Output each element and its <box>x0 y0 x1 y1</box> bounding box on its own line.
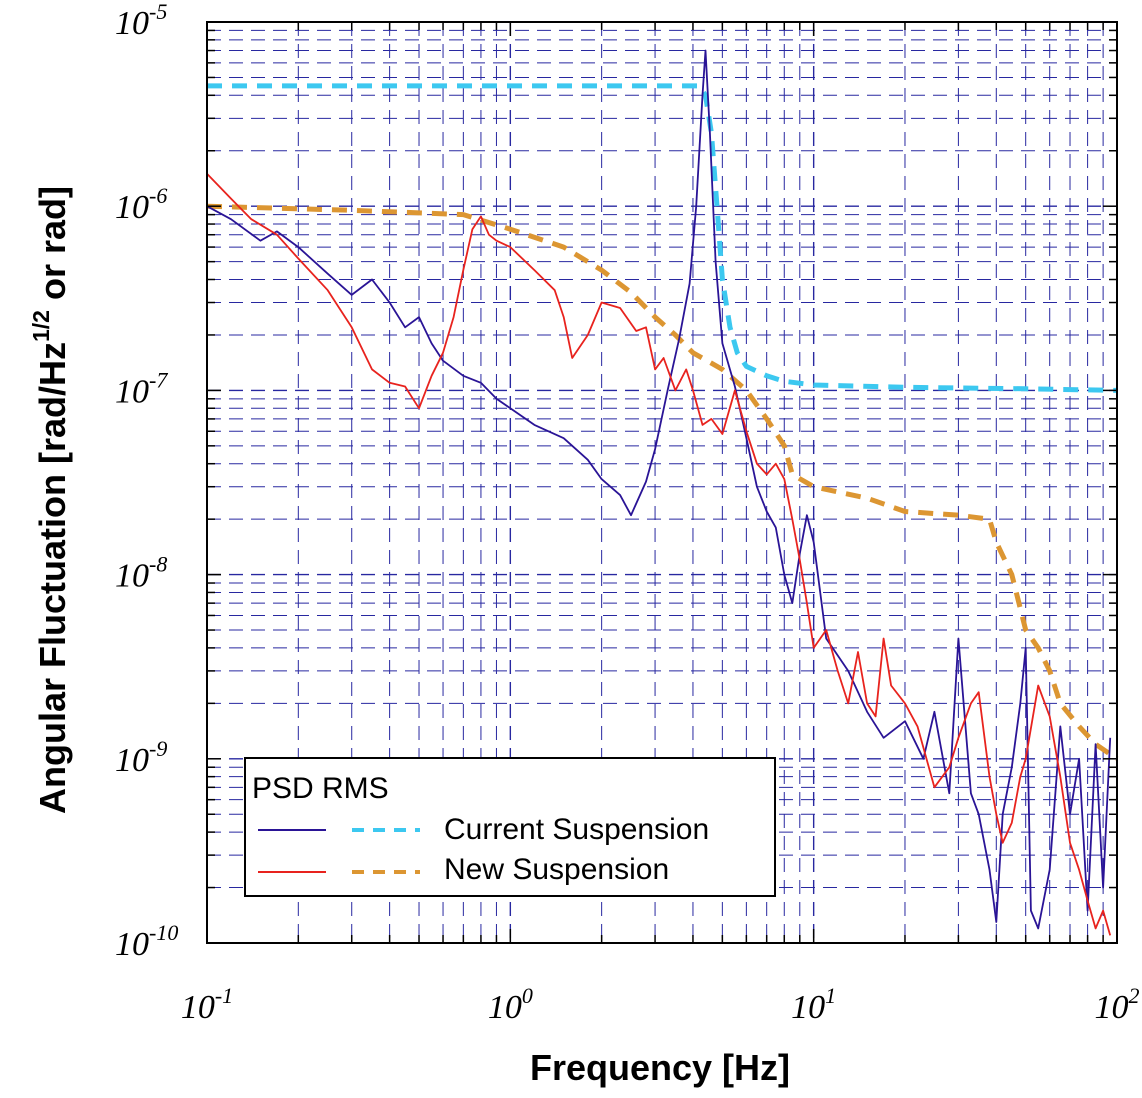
y-tick-label-base: 10 <box>115 742 149 779</box>
legend-header: PSD RMS <box>252 772 389 805</box>
y-axis-title-superscript: 1/2 <box>28 310 54 342</box>
x-tick-label-exponent: 0 <box>522 983 533 1008</box>
series-layer <box>206 49 1119 936</box>
x-tick-label-base: 10 <box>1095 989 1129 1026</box>
y-axis-title-main: Angular Fluctuation [rad/Hz <box>32 342 73 814</box>
legend: PSD RMS Current Suspension New Suspensio… <box>244 757 776 897</box>
legend-new-label: New Suspension <box>444 853 669 886</box>
x-tick-label-base: 10 <box>181 989 215 1026</box>
frame-layer <box>206 21 1118 944</box>
y-tick-label-base: 10 <box>115 373 149 410</box>
y-axis-title-suffix: or rad] <box>32 186 73 310</box>
y-tick-label: 10-10 <box>115 920 178 963</box>
x-tick-label: 10-1 <box>181 983 233 1026</box>
x-tick-label: 101 <box>791 983 836 1026</box>
x-axis-title: Frequency [Hz] <box>530 1047 790 1088</box>
y-tick-label-base: 10 <box>115 5 149 42</box>
y-tick-label: 10-6 <box>115 183 167 226</box>
y-tick-label-exponent: -9 <box>149 736 167 761</box>
minor-grid <box>207 22 1117 943</box>
legend-current-label: Current Suspension <box>444 813 709 846</box>
y-tick-label-exponent: -5 <box>149 0 167 24</box>
x-tick-label: 100 <box>488 983 533 1026</box>
y-tick-label-exponent: -10 <box>149 920 178 945</box>
x-tick-label-exponent: -1 <box>215 983 233 1008</box>
x-tick-label-exponent: 2 <box>1129 983 1140 1008</box>
y-tick-label-base: 10 <box>115 926 149 963</box>
y-tick-label: 10-8 <box>115 552 167 595</box>
series-current-psd <box>206 49 1112 930</box>
y-tick-label-exponent: -8 <box>149 552 167 577</box>
x-tick-label-exponent: 1 <box>825 983 836 1008</box>
plot-frame <box>206 21 1118 944</box>
x-tick-label-base: 10 <box>791 989 825 1026</box>
x-tick-label: 102 <box>1095 983 1140 1026</box>
y-axis-title: Angular Fluctuation [rad/Hz1/2 or rad] <box>28 186 73 814</box>
y-tick-label-base: 10 <box>115 558 149 595</box>
legend-box <box>244 757 776 897</box>
y-tick-label-exponent: -7 <box>149 367 168 392</box>
series-new-psd <box>206 173 1112 936</box>
y-tick-label-exponent: -6 <box>149 183 167 208</box>
y-tick-label: 10-9 <box>115 736 167 779</box>
x-tick-label-base: 10 <box>488 989 522 1026</box>
y-tick-label: 10-7 <box>115 367 168 410</box>
y-tick-label-base: 10 <box>115 189 149 226</box>
y-tick-label: 10-5 <box>115 0 167 42</box>
series-current-rms <box>207 83 1118 393</box>
